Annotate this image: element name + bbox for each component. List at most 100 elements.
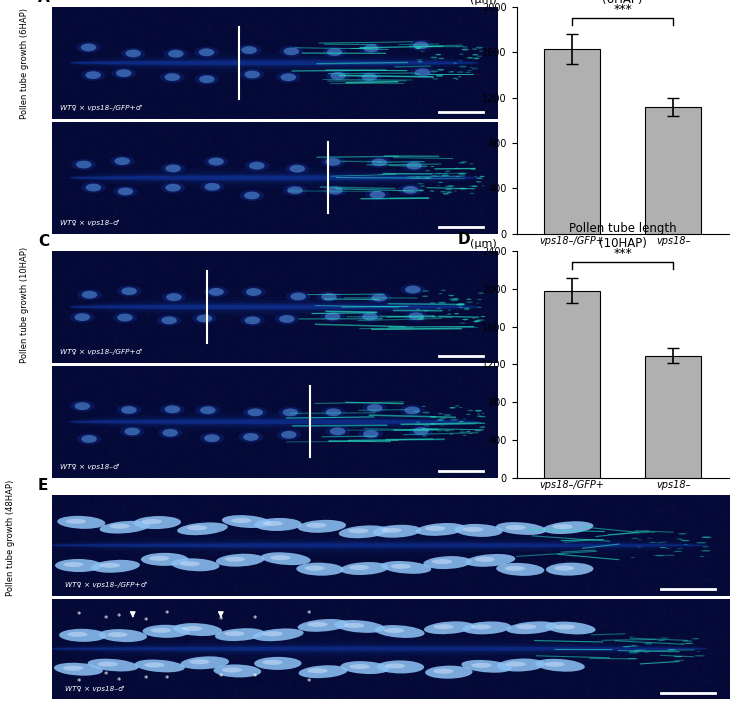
Ellipse shape <box>45 647 708 651</box>
Ellipse shape <box>425 666 473 678</box>
Ellipse shape <box>553 524 573 529</box>
Circle shape <box>479 51 484 52</box>
Ellipse shape <box>246 288 261 296</box>
Ellipse shape <box>81 435 97 443</box>
Circle shape <box>681 540 690 542</box>
Circle shape <box>656 555 665 556</box>
Ellipse shape <box>254 657 302 670</box>
Ellipse shape <box>280 73 296 81</box>
Text: *: * <box>307 610 311 619</box>
Ellipse shape <box>423 556 472 569</box>
Circle shape <box>430 416 437 418</box>
Ellipse shape <box>121 287 137 295</box>
Ellipse shape <box>263 521 283 526</box>
Circle shape <box>476 319 484 321</box>
Ellipse shape <box>205 183 220 191</box>
Ellipse shape <box>76 161 91 169</box>
Ellipse shape <box>385 664 405 669</box>
Ellipse shape <box>77 289 102 300</box>
Ellipse shape <box>391 564 411 569</box>
Bar <box>645 107 701 234</box>
Circle shape <box>430 423 436 424</box>
Circle shape <box>477 299 482 300</box>
Circle shape <box>691 638 698 640</box>
Circle shape <box>422 412 430 414</box>
Ellipse shape <box>339 525 389 538</box>
Circle shape <box>450 71 453 72</box>
Circle shape <box>464 308 470 309</box>
Ellipse shape <box>244 71 260 78</box>
Ellipse shape <box>406 162 422 169</box>
Circle shape <box>456 79 459 80</box>
Ellipse shape <box>361 73 378 81</box>
Ellipse shape <box>359 43 383 54</box>
Ellipse shape <box>69 168 479 188</box>
Ellipse shape <box>287 186 302 194</box>
Ellipse shape <box>208 157 224 165</box>
Ellipse shape <box>367 292 392 304</box>
Circle shape <box>480 423 486 424</box>
Ellipse shape <box>283 47 299 55</box>
Circle shape <box>628 658 637 659</box>
Circle shape <box>439 417 447 419</box>
Circle shape <box>631 538 638 539</box>
Circle shape <box>678 533 687 534</box>
Ellipse shape <box>413 42 428 49</box>
Ellipse shape <box>545 621 595 635</box>
Circle shape <box>473 321 479 323</box>
Circle shape <box>472 54 478 56</box>
Ellipse shape <box>463 527 484 532</box>
Circle shape <box>622 646 630 647</box>
Text: *: * <box>252 615 257 623</box>
Ellipse shape <box>165 73 180 81</box>
Circle shape <box>422 435 427 436</box>
Text: *: * <box>165 611 169 619</box>
Circle shape <box>632 650 642 652</box>
Ellipse shape <box>358 311 382 322</box>
Circle shape <box>450 419 458 421</box>
Ellipse shape <box>372 158 387 166</box>
Circle shape <box>478 292 484 294</box>
Ellipse shape <box>299 665 347 678</box>
Circle shape <box>475 410 482 412</box>
Text: *: * <box>252 673 257 682</box>
Text: *: * <box>165 675 169 683</box>
Ellipse shape <box>402 160 426 172</box>
Circle shape <box>629 645 639 647</box>
Circle shape <box>477 416 482 417</box>
Ellipse shape <box>277 429 301 441</box>
Ellipse shape <box>408 426 434 436</box>
Ellipse shape <box>281 431 297 438</box>
Circle shape <box>455 189 458 190</box>
Ellipse shape <box>334 620 385 633</box>
Ellipse shape <box>69 53 479 73</box>
Ellipse shape <box>204 434 220 442</box>
Circle shape <box>474 176 477 177</box>
Ellipse shape <box>180 561 200 566</box>
Ellipse shape <box>77 42 101 53</box>
Circle shape <box>683 544 689 545</box>
Ellipse shape <box>247 409 263 417</box>
Ellipse shape <box>116 69 132 77</box>
Ellipse shape <box>69 174 479 181</box>
Ellipse shape <box>70 400 94 412</box>
Ellipse shape <box>279 315 294 323</box>
Circle shape <box>457 71 464 73</box>
Ellipse shape <box>357 71 382 83</box>
Title: Pollen tube length
(10HAP): Pollen tube length (10HAP) <box>569 222 676 250</box>
Circle shape <box>477 307 481 308</box>
Ellipse shape <box>158 427 183 438</box>
Ellipse shape <box>325 158 341 166</box>
Circle shape <box>420 318 425 319</box>
Circle shape <box>637 650 646 651</box>
Circle shape <box>448 295 454 297</box>
Circle shape <box>424 177 431 179</box>
Circle shape <box>455 405 459 407</box>
Ellipse shape <box>323 185 347 196</box>
Ellipse shape <box>141 519 162 524</box>
Circle shape <box>417 59 422 61</box>
Ellipse shape <box>289 164 305 172</box>
Text: ***: *** <box>613 247 632 260</box>
Circle shape <box>467 409 473 411</box>
Ellipse shape <box>555 625 576 630</box>
